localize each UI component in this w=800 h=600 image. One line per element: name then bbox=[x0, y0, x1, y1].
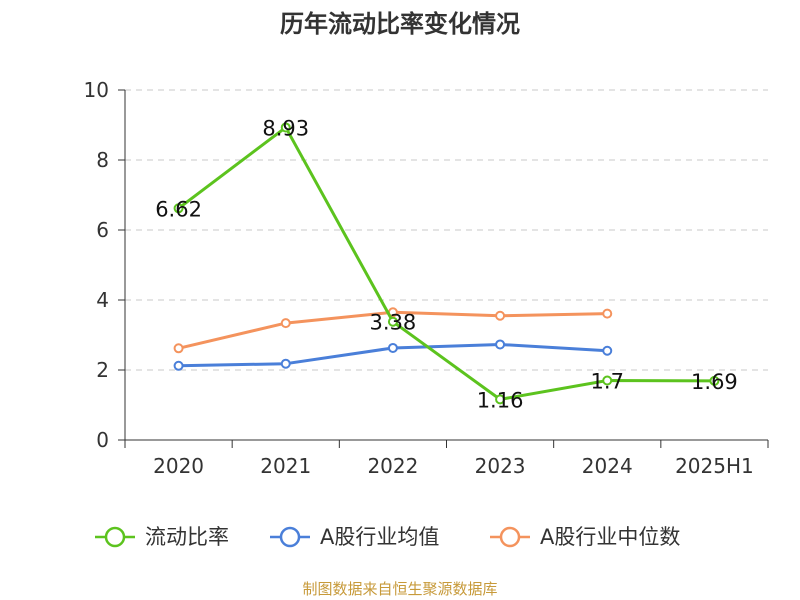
data-labels: 6.62 8.93 3.38 1.16 1.7 1.69 bbox=[155, 116, 738, 412]
x-tick-label: 2023 bbox=[475, 454, 526, 478]
data-label: 6.62 bbox=[155, 197, 202, 221]
y-tick-label: 0 bbox=[96, 428, 109, 452]
data-point-current-ratio[interactable] bbox=[173, 203, 184, 214]
y-tick-label: 10 bbox=[84, 78, 109, 102]
legend-marker-industry-mean bbox=[279, 526, 301, 548]
data-point-industry-median[interactable] bbox=[173, 343, 184, 354]
series-layer bbox=[173, 122, 720, 405]
data-point-current-ratio[interactable] bbox=[387, 316, 398, 327]
grid-lines bbox=[125, 89, 768, 371]
data-label: 1.7 bbox=[591, 370, 624, 394]
legend: 流动比率 A股行业均值 A股行业中位数 bbox=[95, 525, 680, 549]
y-tick-label: 4 bbox=[96, 288, 109, 312]
data-label: 1.16 bbox=[477, 388, 524, 412]
legend-label-industry-mean: A股行业均值 bbox=[320, 525, 439, 549]
data-point-industry-mean[interactable] bbox=[602, 345, 613, 356]
x-tick-label: 2025H1 bbox=[675, 454, 754, 478]
data-point-industry-median[interactable] bbox=[602, 308, 613, 319]
data-point-current-ratio[interactable] bbox=[495, 394, 506, 405]
legend-item-industry-mean[interactable]: A股行业均值 bbox=[270, 525, 439, 549]
y-tick-label: 6 bbox=[96, 218, 109, 242]
data-point-industry-mean[interactable] bbox=[173, 360, 184, 371]
data-point-current-ratio[interactable] bbox=[602, 375, 613, 386]
data-label: 1.69 bbox=[691, 370, 738, 394]
legend-label-industry-median: A股行业中位数 bbox=[540, 525, 680, 549]
series-line-current-ratio bbox=[177, 125, 715, 401]
x-tick-label: 2024 bbox=[582, 454, 633, 478]
data-point-industry-median[interactable] bbox=[280, 318, 291, 329]
x-tick-label: 2022 bbox=[367, 454, 418, 478]
y-tick-label: 8 bbox=[96, 148, 109, 172]
legend-item-current-ratio[interactable]: 流动比率 bbox=[95, 525, 229, 549]
y-tick-label: 2 bbox=[96, 358, 109, 382]
data-label: 3.38 bbox=[370, 311, 417, 335]
legend-item-industry-median[interactable]: A股行业中位数 bbox=[490, 525, 680, 549]
data-point-industry-median[interactable] bbox=[495, 310, 506, 321]
data-point-industry-mean[interactable] bbox=[495, 339, 506, 350]
legend-marker-current-ratio bbox=[104, 526, 126, 548]
data-point-current-ratio[interactable] bbox=[280, 122, 291, 133]
legend-label-current-ratio: 流动比率 bbox=[145, 525, 229, 549]
source-note: 制图数据来自恒生聚源数据库 bbox=[302, 580, 497, 598]
chart-title: 历年流动比率变化情况 bbox=[280, 10, 520, 38]
legend-marker-industry-median bbox=[499, 526, 521, 548]
data-point-industry-mean[interactable] bbox=[280, 358, 291, 369]
axes: 0 2 4 6 8 10 2020 2021 2022 2023 2024 2025H1 bbox=[84, 78, 769, 478]
x-tick-label: 2020 bbox=[153, 454, 204, 478]
data-label: 8.93 bbox=[262, 116, 309, 140]
data-point-industry-mean[interactable] bbox=[387, 342, 398, 353]
x-tick-label: 2021 bbox=[260, 454, 311, 478]
data-point-current-ratio[interactable] bbox=[709, 375, 720, 386]
